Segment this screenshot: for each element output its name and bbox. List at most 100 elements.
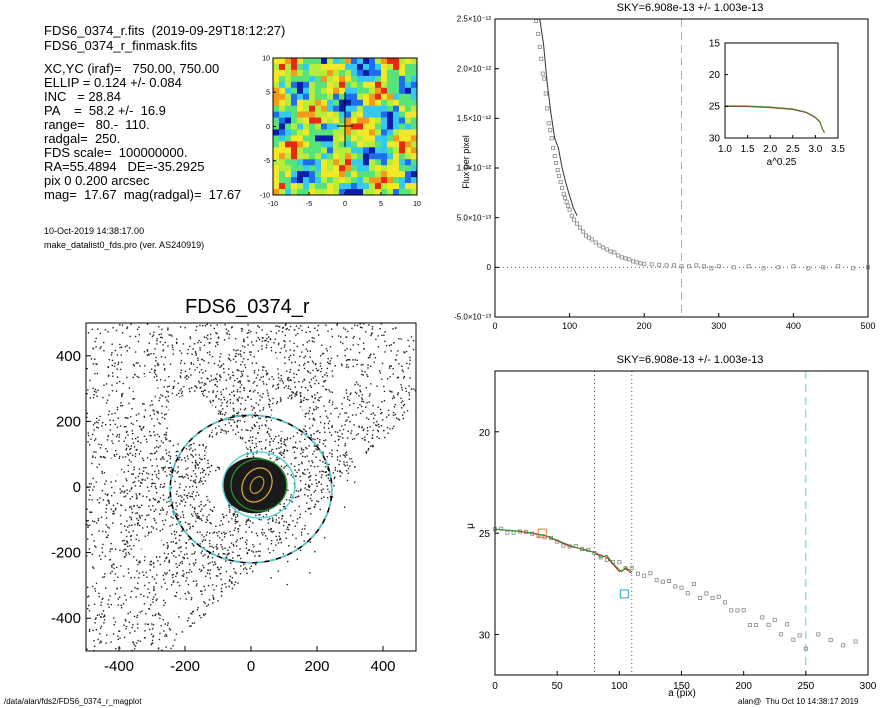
image-pixel (407, 367, 409, 369)
image-pixel (401, 365, 403, 367)
image-pixel (159, 397, 161, 399)
image-pixel (217, 575, 219, 577)
image-pixel (171, 524, 174, 526)
image-pixel (156, 339, 158, 342)
image-pixel (211, 431, 213, 433)
image-pixel (229, 530, 231, 533)
heatmap-cell (375, 183, 382, 190)
image-pixel (86, 607, 89, 610)
image-pixel (322, 443, 325, 445)
heatmap-cell (399, 81, 406, 89)
image-pixel (108, 394, 110, 396)
image-pixel (336, 323, 339, 325)
image-pixel (209, 545, 211, 548)
image-pixel (302, 380, 304, 383)
mu-ylabel: μ (465, 523, 476, 529)
image-pixel (409, 359, 411, 361)
image-pixel (334, 365, 336, 367)
image-pixel (366, 427, 369, 429)
image-pixel (209, 569, 212, 571)
image-pixel (336, 459, 339, 461)
image-pixel (222, 368, 225, 370)
image-pixel (265, 344, 268, 346)
image-pixel (194, 513, 197, 515)
image-pixel (224, 412, 227, 414)
image-pixel (165, 556, 168, 559)
image-pixel (181, 560, 183, 563)
heatmap-cell (297, 177, 304, 184)
image-pixel (185, 542, 187, 544)
image-pixel (251, 409, 254, 411)
image-pixel (144, 518, 147, 521)
image-pixel (116, 368, 118, 370)
image-pixel (127, 434, 129, 436)
image-pixel (219, 366, 221, 369)
image-pixel (175, 512, 177, 515)
image-pixel (182, 514, 185, 516)
y-tick-label: 30 (479, 630, 491, 641)
image-pixel (103, 615, 106, 618)
heatmap-cell (369, 171, 376, 178)
data-point (581, 229, 586, 234)
image-pixel (232, 534, 234, 536)
image-pixel (157, 364, 159, 366)
image-pixel (237, 353, 240, 355)
image-pixel (180, 534, 182, 537)
data-point (563, 195, 568, 200)
heatmap-cell (333, 123, 340, 131)
image-pixel (173, 530, 176, 533)
image-pixel (120, 405, 122, 407)
image-pixel (275, 535, 277, 538)
image-pixel (165, 513, 168, 516)
image-pixel (154, 519, 156, 522)
x-tick-label: 5 (379, 201, 383, 208)
heatmap-cell (363, 63, 370, 71)
heatmap-cell (327, 99, 334, 107)
image-pixel (164, 379, 166, 382)
image-pixel (329, 360, 332, 362)
heatmap-cell (357, 93, 364, 101)
image-pixel (86, 520, 88, 522)
heatmap-cell (387, 105, 394, 113)
image-pixel (209, 470, 211, 473)
image-pixel (229, 580, 231, 582)
image-pixel (211, 379, 213, 381)
image-pixel (248, 329, 250, 332)
masked-region (141, 535, 163, 558)
image-pixel (167, 553, 169, 555)
image-pixel (284, 508, 287, 510)
image-pixel (300, 534, 303, 536)
image-pixel (327, 468, 329, 470)
image-pixel (96, 363, 98, 366)
x-tick-label: 400 (370, 658, 395, 675)
masked-region (363, 546, 390, 573)
image-pixel (302, 364, 305, 366)
heatmap-cell (327, 171, 334, 178)
image-pixel (209, 342, 211, 344)
heatmap-cell (327, 58, 334, 65)
image-pixel (116, 426, 119, 429)
image-pixel (324, 431, 326, 433)
image-pixel (179, 598, 181, 600)
image-pixel (278, 457, 280, 460)
data-point (731, 265, 736, 270)
image-pixel (127, 572, 130, 574)
image-pixel (144, 409, 147, 411)
image-pixel (180, 459, 183, 461)
image-pixel (183, 362, 186, 365)
heatmap-cell (351, 99, 358, 107)
image-pixel (340, 336, 342, 338)
image-pixel (227, 418, 230, 421)
image-pixel (270, 419, 273, 421)
image-pixel (246, 519, 248, 521)
image-pixel (93, 451, 95, 453)
image-pixel (290, 496, 292, 498)
image-pixel (172, 511, 174, 513)
x-tick-label: 150 (673, 681, 690, 692)
image-pixel (251, 531, 253, 533)
image-pixel (87, 526, 89, 529)
heatmap-cell (345, 171, 352, 178)
image-pixel (134, 523, 136, 526)
image-pixel (218, 410, 220, 412)
image-pixel (173, 580, 175, 582)
